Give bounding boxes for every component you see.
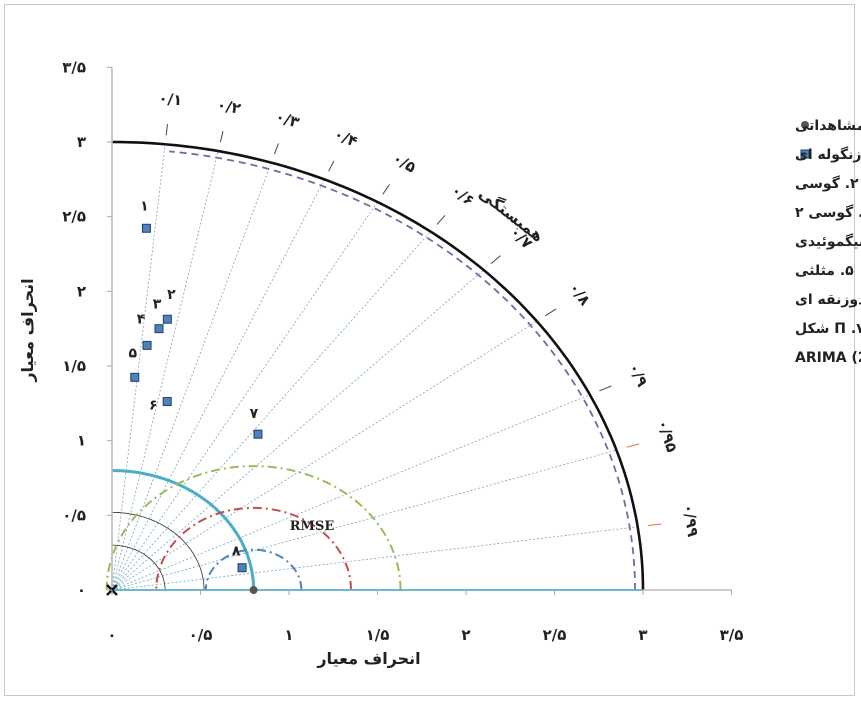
legend-label-3: ۳. گوسی ۲: [795, 204, 861, 221]
model-point-label-3: ۳: [153, 297, 162, 313]
correlation-tick-label-5: ۰/۶: [448, 181, 478, 210]
correlation-tickmark-0: [165, 124, 168, 136]
axes-layer: [106, 67, 732, 596]
std-arc-2: [111, 469, 256, 590]
outer-std-arc: [111, 140, 645, 591]
tick-labels: ۰ ۰/۵ ۱ ۱/۵ ۲ ۲/۵ ۳ ۳/۵ ۰ ۰/۵ ۱ ۱/۵ ۲ ۲/۵ ۳ ۳/۵: [62, 58, 743, 644]
model-point-label-4: ۴: [137, 311, 146, 327]
correlation-tick-label-9: ۰/۹۵: [654, 417, 681, 454]
y-tick-label-6: ۳: [77, 133, 86, 151]
correlation-labels: ۰/۱ ۰/۲۰/۳۰/۴۰/۵۰/۶۰/۷۰/۸۰/۹۰/۹۵۰/۹۹: [158, 89, 702, 538]
correlation-tickmark-10: [648, 523, 662, 527]
rmse-label: RMSE: [290, 519, 335, 534]
y-tick-label-3: ۱/۵: [62, 357, 86, 375]
x-tick-label-0: ۰: [107, 626, 116, 644]
model-point-2: [162, 314, 172, 324]
correlation-ray-6: [111, 269, 484, 591]
x-tick-label-2: ۱: [284, 626, 293, 644]
x-tick-label-3: ۱/۵: [366, 626, 390, 644]
correlation-tickmark-3: [328, 160, 335, 172]
correlation-tick-label-0: ۰/۱: [158, 89, 183, 109]
model-point-label-6: ۶: [149, 398, 158, 414]
y-tick-label-7: ۳/۵: [62, 58, 86, 76]
model-point-4: [142, 340, 152, 350]
correlation-ray-9: [111, 449, 617, 591]
model-point-label-5: ۵: [129, 345, 138, 361]
legend-label-2: ۲. گوسی: [795, 175, 859, 192]
correlation-tickmark-9: [626, 443, 640, 448]
legend-label-6: ٦. ذوزنقه ای: [795, 292, 861, 308]
y-tick-label-1: ۰/۵: [62, 506, 86, 524]
legend: مشاهداتی ۱. زنگوله ای ۲. گوسی ۳. گوسی ۲ ٤. د…: [795, 118, 861, 366]
model-point-label-7: ۷: [250, 406, 259, 422]
correlation-tick-label-1: ۰/۲: [215, 96, 242, 118]
model-point-5: [130, 372, 140, 382]
x-tick-label-1: ۰/۵: [189, 626, 213, 644]
correlation-ray-3: [111, 179, 325, 591]
correlation-tickmark-7: [545, 308, 557, 317]
x-tick-label-5: ۲/۵: [543, 626, 567, 644]
correlation-tick-label-10: ۰/۹۹: [680, 503, 702, 538]
legend-label-5: ۵. مثلثی: [795, 263, 854, 279]
correlation-tickmark-4: [382, 184, 390, 195]
correlation-tick-label-8: ۰/۹: [625, 360, 652, 389]
y-tick-label-5: ۲/۵: [62, 208, 86, 226]
correlation-tickmark-1: [219, 131, 224, 143]
model-point-label-1: ۱: [140, 198, 149, 214]
correlation-ray-10: [111, 526, 638, 591]
correlation-tick-label-2: ۰/۳: [273, 107, 301, 131]
correlation-tickmark-8: [599, 385, 612, 392]
model-point-label-2: ۲: [167, 287, 176, 303]
model-point-8: [237, 563, 247, 573]
correlation-tick-label-4: ۰/۵: [389, 149, 419, 176]
legend-label-4: ٤. دوسیگموئیدی: [795, 233, 861, 250]
y-axis-title: انحراف معیار: [18, 278, 37, 382]
correlation-tickmark-2: [274, 143, 279, 155]
model-point-7: [253, 429, 263, 439]
legend-label-7: ۷. Π شکل: [795, 321, 861, 337]
x-tick-label-4: ۲: [461, 626, 470, 644]
outer-model-arc: [169, 150, 636, 590]
x-axis-title: انحراف معیار: [316, 649, 420, 668]
legend-marker-1: [800, 149, 810, 159]
correlation-ray-8: [111, 394, 591, 591]
correlation-ray-7: [111, 320, 538, 591]
legend-label-8: ۸. (ARIMA (2,1, 2: [795, 350, 861, 366]
chart-frame: [4, 4, 855, 696]
rmse-arc-1: [155, 506, 352, 591]
correlation-ray-5: [111, 231, 431, 591]
correlation-ray-0: [111, 144, 166, 591]
grid-layer: [111, 124, 662, 591]
correlation-ray-2: [111, 162, 272, 591]
rmse-arc-2: [105, 465, 402, 591]
correlation-tickmark-5: [436, 215, 446, 225]
y-tick-label-0: ۰: [77, 581, 86, 599]
rmse-arc-0: [204, 548, 303, 590]
x-tick-label-6: ۳: [638, 626, 647, 644]
legend-marker-observed: [801, 121, 809, 129]
observed-point: [249, 586, 258, 594]
correlation-tick-label-7: ۰/۸: [565, 279, 594, 309]
arcs-layer: [105, 140, 645, 591]
model-point-6: [162, 397, 172, 407]
model-point-label-8: ۸: [232, 544, 241, 560]
data-points: ۱ ۲۳۴ ۵ ۶ ۷ ۸: [129, 198, 263, 594]
correlation-ray-1: [111, 150, 219, 591]
std-arc-0: [112, 544, 166, 590]
y-tick-label-4: ۲: [77, 282, 86, 300]
correlation-tick-label-3: ۰/۴: [331, 125, 360, 151]
model-point-3: [154, 324, 164, 334]
y-tick-label-2: ۱: [77, 432, 86, 450]
legend-label-1: ۱. زنگوله ای: [795, 146, 861, 163]
legend-label-0: مشاهداتی: [795, 118, 861, 134]
model-point-1: [141, 223, 151, 233]
correlation-tickmark-6: [490, 255, 501, 265]
x-tick-label-7: ۳/۵: [720, 626, 744, 644]
